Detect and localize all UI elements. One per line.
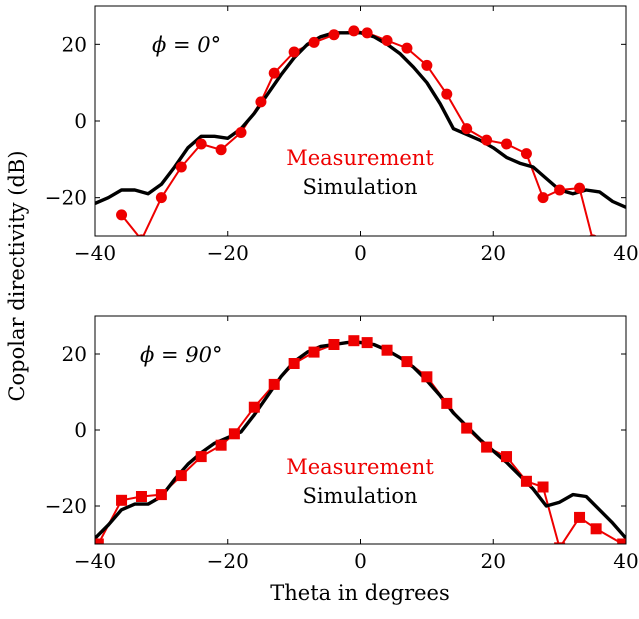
plot-area [95,25,626,236]
simulation-line [95,340,626,540]
panel-phi-90: −40 −20 0 20 40 −20 0 20 ϕ = 90° Measurement Simul… [45,315,639,573]
y-tick-label: −20 [45,186,87,210]
x-tick-label: −20 [207,549,249,573]
measurement-point [268,378,280,390]
y-tick-label: 20 [62,32,87,56]
measurement-point [461,123,473,135]
measurement-point [381,344,393,356]
measurement-point [554,184,566,196]
y-tick-label: 0 [74,418,87,442]
legend-measurement: Measurement [286,455,434,479]
y-tick-label: 0 [74,109,87,133]
measurement-point [401,42,413,54]
measurement-point [617,538,626,544]
measurement-point [195,451,207,463]
measurement-point [95,538,104,544]
phi-annotation: ϕ = 90° [140,343,222,367]
measurement-point [348,335,360,347]
measurement-point [308,36,320,48]
measurement-point [361,27,373,39]
measurement-point [328,29,340,41]
measurement-point [215,439,227,451]
measurement-point [481,134,493,146]
x-tick-label: −40 [74,549,116,573]
measurement-point [501,451,513,463]
measurement-line [120,29,593,236]
measurement-line [97,339,624,544]
phi-annotation: ϕ = 0° [152,33,221,57]
measurement-point [421,371,433,383]
measurement-point [268,67,280,79]
measurement-point [116,209,128,221]
measurement-point [155,489,167,501]
measurement-point [441,88,453,100]
y-axis-label: Copolar directivity (dB) [5,150,29,401]
x-tick-label: 0 [354,549,367,573]
measurement-point [255,96,267,108]
measurement-point [175,470,187,482]
measurement-point [288,358,300,369]
measurement-point [116,494,128,506]
x-tick-label: 40 [613,549,638,573]
measurement-point [421,59,433,71]
x-tick-label: 20 [481,549,506,573]
measurement-point [554,542,566,544]
x-tick-label: 20 [481,241,506,265]
y-tick-label: −20 [45,494,87,518]
measurement-point [537,481,549,493]
x-tick-label: −20 [207,241,249,265]
measurement-point [537,192,549,204]
measurement-point [441,397,453,409]
measurement-point [228,428,240,440]
measurement-point [308,346,320,358]
measurement-point [481,441,493,453]
measurement-point [195,138,207,150]
panel-phi-0: −40 −20 0 20 40 −20 0 20 ϕ = 0° Measurement Simula… [45,5,639,265]
x-tick-label: 40 [613,241,638,265]
x-axis-label: Theta in degrees [270,581,450,605]
x-tick-label: 0 [354,241,367,265]
legend-simulation: Simulation [302,484,417,508]
x-tick-label: −40 [74,241,116,265]
measurement-point [361,337,373,349]
plot-area [95,335,626,544]
legend-simulation: Simulation [302,175,417,199]
measurement-point [288,46,300,58]
y-tick-label: 20 [62,342,87,366]
simulation-line [95,31,626,209]
measurement-point [574,182,586,194]
measurement-point [328,339,340,350]
measurement-point [175,161,187,173]
measurement-point [461,422,473,434]
measurement-point [401,356,413,368]
measurement-point [248,401,260,413]
measurement-point [574,511,586,523]
legend-measurement: Measurement [286,146,434,170]
measurement-point [520,475,532,487]
measurement-point [235,127,247,138]
measurement-point [590,523,602,535]
measurement-point [520,148,532,160]
measurement-point [501,138,513,150]
measurement-point [155,192,167,204]
measurement-point [348,25,360,37]
measurement-point [135,491,147,502]
measurement-point [215,144,227,156]
measurement-point [381,35,393,46]
